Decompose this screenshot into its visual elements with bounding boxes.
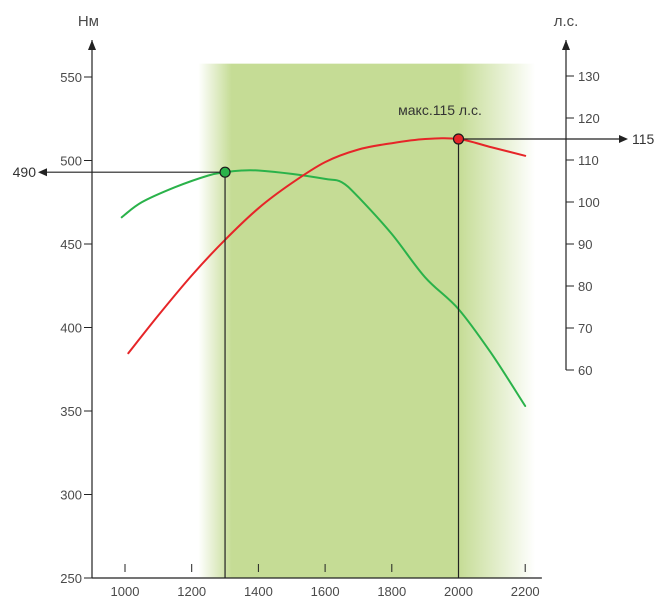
- y-right-tick-label: 70: [578, 321, 592, 336]
- x-tick-label: 1800: [377, 584, 406, 599]
- reference-lines: [38, 133, 628, 578]
- marker-ref-label: 115: [632, 131, 655, 147]
- y-left-tick-label: 550: [60, 70, 82, 85]
- y-right-tick-label: 130: [578, 69, 600, 84]
- axis-labels: 250 300 350 400 450 500 550 Нм 1000 1200 1400 1600 1…: [13, 13, 655, 599]
- y-right-unit-label: л.с.: [554, 13, 579, 30]
- marker-ref-arrow: [38, 168, 47, 177]
- marker-annotation: макс.115 л.с.: [398, 102, 482, 118]
- marker-ref-label: 490: [13, 164, 37, 180]
- x-tick-label: 1000: [111, 584, 140, 599]
- y-right-tick-label: 110: [578, 153, 599, 168]
- highlight-band: [198, 63, 536, 579]
- y-left-unit-label: Нм: [78, 13, 99, 30]
- y-left-tick-label: 450: [60, 237, 82, 252]
- band-rect: [198, 63, 536, 579]
- y-left-tick-label: 300: [60, 488, 82, 503]
- y-left-tick-label: 500: [60, 154, 82, 169]
- marker-ref-arrow: [619, 135, 628, 143]
- x-tick-label: 1600: [311, 584, 340, 599]
- x-tick-label: 2000: [444, 584, 473, 599]
- y-right-tick-label: 100: [578, 195, 600, 210]
- y-axis-left-arrow: [88, 40, 96, 50]
- y-right-tick-label: 120: [578, 111, 600, 126]
- marker-point: [452, 133, 465, 145]
- y-right-tick-label: 80: [578, 279, 592, 294]
- x-tick-label: 1200: [177, 584, 206, 599]
- y-left-tick-label: 400: [60, 321, 82, 336]
- y-left-tick-label: 250: [60, 571, 82, 586]
- y-axis-right-arrow: [562, 40, 570, 50]
- x-tick-label: 1400: [244, 584, 273, 599]
- y-right-tick-label: 90: [578, 237, 592, 252]
- axes: [84, 40, 574, 579]
- y-left-tick-label: 350: [60, 404, 82, 419]
- y-right-tick-label: 60: [578, 363, 592, 378]
- marker-point: [219, 166, 231, 178]
- x-tick-label: 2200: [511, 584, 540, 599]
- torque-line: [120, 169, 527, 407]
